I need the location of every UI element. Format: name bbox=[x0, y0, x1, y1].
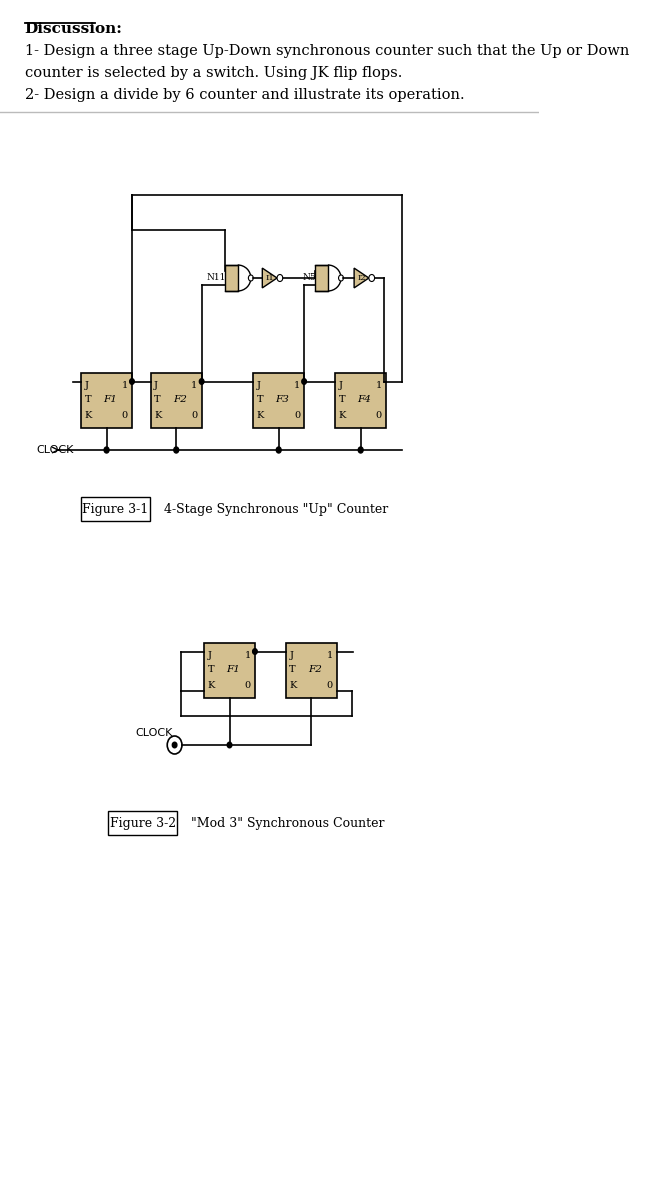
Text: 1- Design a three stage Up-Down synchronous counter such that the Up or Down: 1- Design a three stage Up-Down synchron… bbox=[24, 44, 629, 58]
Text: 4-Stage Synchronous "Up" Counter: 4-Stage Synchronous "Up" Counter bbox=[164, 503, 388, 516]
Text: 0: 0 bbox=[376, 412, 382, 420]
Circle shape bbox=[277, 275, 283, 282]
Text: J: J bbox=[154, 382, 158, 390]
Text: CLOCK: CLOCK bbox=[36, 445, 74, 455]
Text: F1: F1 bbox=[103, 396, 117, 404]
Text: K: K bbox=[154, 412, 162, 420]
Bar bbox=[151, 372, 202, 427]
Text: J: J bbox=[208, 652, 212, 660]
Text: 0: 0 bbox=[327, 682, 333, 690]
Bar bbox=[315, 265, 328, 290]
Text: "Mod 3" Synchronous Counter: "Mod 3" Synchronous Counter bbox=[191, 816, 384, 829]
Circle shape bbox=[168, 736, 182, 754]
Text: K: K bbox=[289, 682, 297, 690]
FancyBboxPatch shape bbox=[81, 497, 150, 521]
Text: J: J bbox=[85, 382, 89, 390]
Bar bbox=[204, 642, 255, 697]
Text: 1: 1 bbox=[376, 382, 382, 390]
Circle shape bbox=[358, 446, 363, 452]
Circle shape bbox=[276, 446, 281, 452]
Text: CLOCK: CLOCK bbox=[135, 728, 173, 738]
Text: I1: I1 bbox=[265, 274, 274, 282]
Circle shape bbox=[338, 275, 344, 281]
Text: 0: 0 bbox=[191, 412, 198, 420]
Text: N11: N11 bbox=[207, 274, 226, 282]
Circle shape bbox=[104, 446, 109, 452]
Circle shape bbox=[227, 742, 232, 748]
Text: J: J bbox=[257, 382, 261, 390]
Text: F2: F2 bbox=[173, 396, 187, 404]
Text: Figure 3-1: Figure 3-1 bbox=[83, 503, 148, 516]
Circle shape bbox=[369, 275, 374, 282]
Text: Discussion:: Discussion: bbox=[24, 22, 122, 36]
Text: I2: I2 bbox=[357, 274, 366, 282]
Text: 1: 1 bbox=[244, 652, 251, 660]
Text: F3: F3 bbox=[275, 396, 289, 404]
Bar bbox=[81, 372, 132, 427]
Text: 1: 1 bbox=[122, 382, 128, 390]
Circle shape bbox=[174, 446, 179, 452]
Text: J: J bbox=[338, 382, 342, 390]
FancyBboxPatch shape bbox=[108, 811, 177, 835]
Text: T: T bbox=[289, 666, 296, 674]
Text: counter is selected by a switch. Using JK flip flops.: counter is selected by a switch. Using J… bbox=[24, 66, 402, 80]
Circle shape bbox=[199, 379, 204, 384]
Text: K: K bbox=[257, 412, 264, 420]
Circle shape bbox=[253, 649, 258, 654]
Text: T: T bbox=[154, 396, 161, 404]
Text: K: K bbox=[208, 682, 215, 690]
Circle shape bbox=[172, 742, 177, 748]
Circle shape bbox=[129, 379, 134, 384]
Bar bbox=[286, 642, 337, 697]
Bar bbox=[335, 372, 386, 427]
Polygon shape bbox=[354, 268, 369, 288]
Text: J: J bbox=[289, 652, 294, 660]
Text: T: T bbox=[208, 666, 214, 674]
Text: 0: 0 bbox=[244, 682, 251, 690]
Text: 1: 1 bbox=[191, 382, 198, 390]
Polygon shape bbox=[262, 268, 277, 288]
Text: 0: 0 bbox=[122, 412, 128, 420]
Text: T: T bbox=[338, 396, 345, 404]
Text: F2: F2 bbox=[308, 666, 322, 674]
Text: T: T bbox=[85, 396, 91, 404]
Text: K: K bbox=[338, 412, 346, 420]
Text: 1: 1 bbox=[294, 382, 300, 390]
Circle shape bbox=[302, 379, 306, 384]
Text: K: K bbox=[85, 412, 92, 420]
Text: Figure 3-2: Figure 3-2 bbox=[110, 816, 175, 829]
Bar bbox=[254, 372, 304, 427]
Circle shape bbox=[248, 275, 254, 281]
Text: F1: F1 bbox=[226, 666, 240, 674]
Text: 1: 1 bbox=[327, 652, 333, 660]
Text: F4: F4 bbox=[357, 396, 371, 404]
Text: T: T bbox=[257, 396, 263, 404]
Text: 0: 0 bbox=[294, 412, 300, 420]
Text: N5: N5 bbox=[303, 274, 317, 282]
Bar bbox=[225, 265, 238, 290]
Text: 2- Design a divide by 6 counter and illustrate its operation.: 2- Design a divide by 6 counter and illu… bbox=[24, 88, 464, 102]
